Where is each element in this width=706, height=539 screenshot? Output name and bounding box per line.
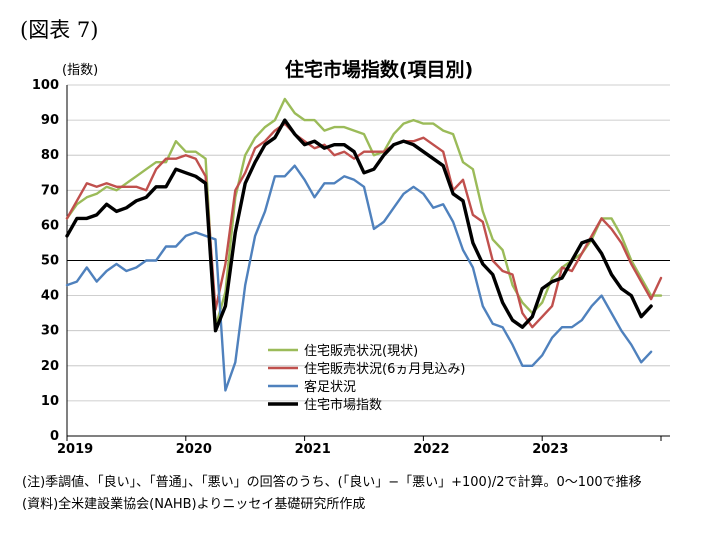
x-tick-label: 2022 — [413, 442, 449, 457]
chart-note: (注)季調値、「良い」、「普通」、「悪い」の回答のうち、(「良い」−「悪い」+1… — [22, 475, 642, 490]
x-tick-label: 2020 — [176, 442, 212, 457]
y-tick-label: 40 — [41, 289, 59, 304]
y-tick-label: 0 — [50, 429, 59, 444]
x-tick-label: 2021 — [295, 442, 331, 457]
y-tick-label: 80 — [41, 148, 59, 163]
figure-label: (図表 7) — [20, 18, 99, 42]
y-tick-label: 70 — [41, 183, 59, 198]
series-line-1 — [65, 97, 663, 329]
chart-source: (資料)全米建設業協会(NAHB)よりニッセイ基礎研究所作成 — [22, 497, 366, 512]
legend-label: 客足状況 — [304, 379, 356, 395]
y-axis-unit-label: (指数) — [62, 63, 98, 78]
y-tick-label: 100 — [32, 78, 59, 93]
series-lines — [65, 97, 663, 392]
axes — [66, 85, 670, 437]
y-tick-label: 50 — [41, 254, 59, 269]
y-axis-ticks: 0 10 20 30 40 50 60 70 80 90 100 — [32, 78, 59, 444]
series-line-4 — [65, 118, 653, 333]
x-axis-ticks: 2019 2020 2021 2022 2023 — [57, 436, 662, 457]
x-tick-label: 2019 — [57, 442, 93, 457]
y-tick-label: 90 — [41, 113, 59, 128]
legend-label: 住宅市場指数 — [304, 397, 382, 413]
x-tick-label: 2023 — [532, 442, 568, 457]
chart-title: 住宅市場指数(項目別) — [285, 58, 473, 81]
series-line-3 — [65, 164, 653, 392]
series-line-2 — [65, 122, 663, 329]
legend-label: 住宅販売状況(6ヵ月見込み) — [304, 361, 465, 377]
y-tick-label: 20 — [41, 359, 59, 374]
y-tick-label: 30 — [41, 324, 59, 339]
legend-label: 住宅販売状況(現状) — [304, 343, 418, 359]
y-tick-label: 60 — [41, 218, 59, 233]
gridlines — [67, 84, 670, 402]
y-tick-label: 10 — [41, 394, 59, 409]
